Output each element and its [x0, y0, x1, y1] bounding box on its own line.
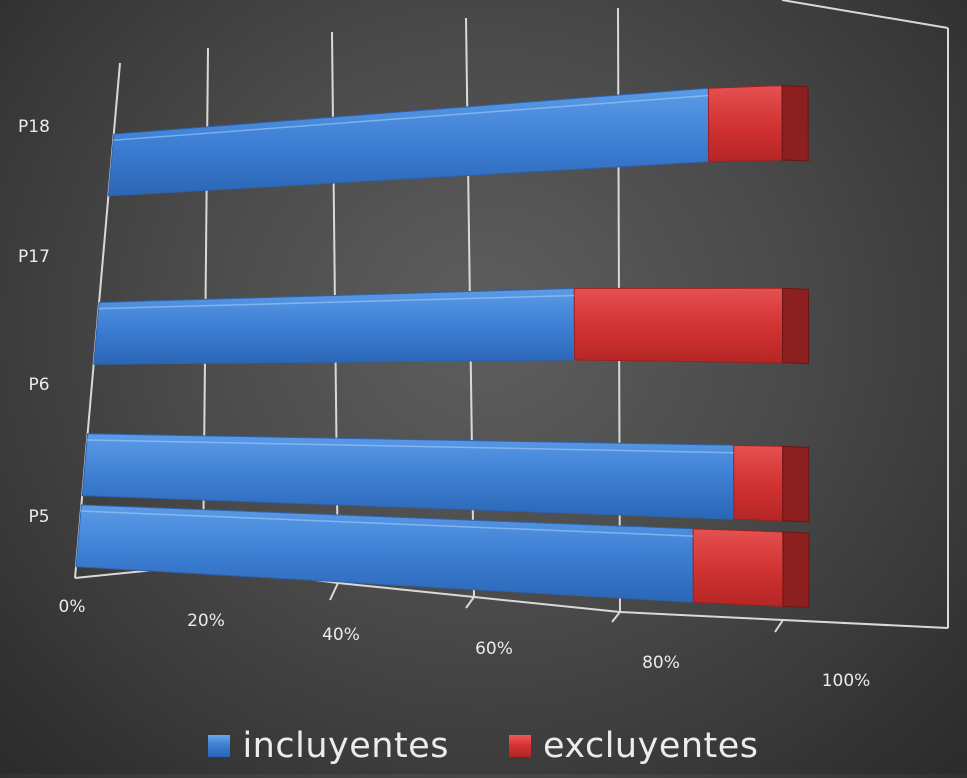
bar-excluyentes-P18 [707, 85, 783, 163]
x-tick-label: 20% [187, 611, 225, 631]
category-label-P17: P17 [18, 247, 50, 267]
category-label-P6: P6 [28, 375, 49, 395]
x-tick-label: 40% [322, 625, 360, 645]
bar-excluyentes-P5 [692, 528, 784, 607]
bar-end-cap-P18 [781, 85, 809, 162]
floor-line-4 [619, 611, 784, 621]
legend-label-excluyentes: excluyentes [542, 726, 759, 766]
floor-connector-3 [611, 611, 621, 623]
bar-highlight [80, 510, 694, 537]
gridline-100 [781, 0, 949, 29]
legend-swatch-excluyentes [508, 735, 531, 757]
legend: incluyentes excluyentes [0, 726, 967, 766]
legend-item-incluyentes: incluyentes [208, 726, 448, 766]
floor-connector-2 [465, 596, 475, 609]
x-tick-label: 60% [475, 639, 513, 659]
x-tick-label: 0% [59, 597, 86, 617]
legend-label-incluyentes: incluyentes [242, 726, 449, 766]
bar-end-cap-P6 [782, 445, 810, 523]
floor-line-5 [782, 619, 949, 629]
bar-end-cap-P17 [781, 287, 810, 365]
bar-highlight [98, 294, 575, 310]
x-tick-label: 100% [822, 671, 871, 691]
floor-line-3 [473, 596, 621, 613]
category-label-P18: P18 [18, 117, 50, 137]
legend-item-excluyentes: excluyentes [508, 726, 759, 766]
bar-excluyentes-P17 [573, 287, 784, 364]
bar-highlight [87, 439, 734, 454]
bar-end-cap-P5 [782, 531, 810, 608]
x-tick-label: 80% [642, 653, 680, 673]
category-label-P5: P5 [28, 507, 49, 527]
floor-line-2 [337, 582, 475, 598]
bar-incluyentes-P17 [93, 287, 576, 365]
floor-connector-4 [774, 619, 784, 633]
floor-connector-1 [329, 582, 339, 601]
bar-excluyentes-P6 [733, 444, 784, 522]
bar-highlight [113, 94, 709, 141]
legend-swatch-incluyentes [208, 735, 231, 757]
